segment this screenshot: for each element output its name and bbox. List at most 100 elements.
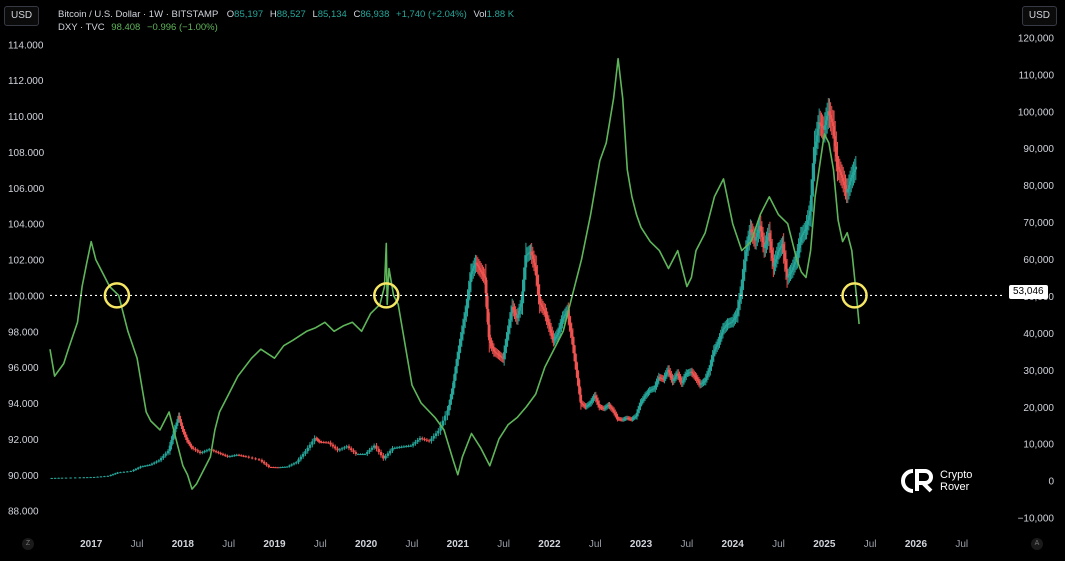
btc-candle-body [250,457,254,459]
btc-candle-body [719,335,722,339]
btc-candle-body [670,375,673,379]
btc-candle-body [806,220,809,225]
btc-candle-body [704,378,707,381]
btc-candle-body [304,451,307,454]
btc-candle-body [604,406,608,408]
x-axis-tick: 2024 [722,539,745,550]
dxy-line[interactable] [49,57,860,490]
left-axis-tick: 104.000 [8,220,45,231]
btc-candle-body [178,416,181,420]
btc-candle-body [247,456,250,458]
btc-candle-body [833,136,837,147]
btc-candle-body [530,251,533,256]
btc-candle-body [730,321,734,323]
btc-candle-body [701,382,704,384]
btc-candle-body [517,310,521,315]
btc-candle-body [366,451,369,455]
auto-scale-icon[interactable]: A [1031,538,1043,550]
left-axis-tick: 108.000 [8,148,45,159]
btc-candle-body [639,403,642,407]
btc-candle-body [132,469,135,472]
btc-candle-body [497,354,500,356]
btc-candle-body [441,420,445,426]
left-axis-tick: 90.000 [8,471,39,482]
btc-candle-body [111,474,115,476]
btc-candle-body [472,268,475,272]
btc-candle-body [770,249,774,259]
btc-candle-body [453,373,457,381]
btc-candle-body [153,462,156,464]
btc-candle-body [718,338,721,343]
btc-candle-body [352,450,355,453]
btc-candle-body [262,461,266,464]
currency-badge-left[interactable]: USD [4,6,40,26]
btc-candle-body [139,466,142,468]
btc-candle-body [475,262,478,265]
btc-candle-body [183,431,186,435]
btc-candle-body [476,264,480,267]
dxy-legend-row[interactable]: DXY · TVC 98.408 −0.996 (−1.00%) [58,21,514,34]
btc-candle-body [754,236,758,241]
btc-candle-body [175,422,179,426]
btc-candle-body [507,326,510,333]
btc-candle-body [644,394,648,396]
x-axis-tick: Jul [131,539,144,550]
btc-candle-body [585,405,588,407]
btc-candle-body [485,293,489,309]
timezone-icon[interactable]: Z [22,538,34,550]
btc-candle-body [528,252,531,254]
btc-candle-body [395,447,399,449]
btc-candle-body [852,172,855,175]
right-axis-tick: 110,000 [1019,70,1055,81]
open-value: 85,197 [234,9,264,20]
btc-candle-body [345,446,348,448]
btc-candle-body [119,472,122,474]
btc-candle-body [837,166,840,170]
btc-candle-body [725,325,728,327]
btc-candle-body [466,298,469,308]
btc-candle-body [797,247,800,254]
currency-badge-right[interactable]: USD [1021,6,1057,26]
btc-candle-body [398,447,401,449]
btc-candle-body [766,236,769,241]
btc-candle-body [187,441,191,444]
btc-candle-body [784,260,788,270]
btc-candle-body [779,247,782,250]
btc-candle-body [162,455,165,459]
btc-candle-body [717,342,720,345]
btc-candle-body [839,172,843,175]
right-axis-tick: 90,000 [1023,144,1054,155]
btc-candle-body [488,324,491,341]
btc-candle-body [356,454,360,456]
btc-candle-body [785,269,789,278]
btc-candle-body [64,477,68,479]
btc-legend-row[interactable]: Bitcoin / U.S. Dollar · 1W · BITSTAMP O8… [58,8,514,21]
btc-candle-body [136,467,140,469]
btc-candle-body [648,390,651,392]
btc-candle-body [460,332,463,340]
btc-candle-body [116,472,119,474]
btc-candle-body [816,128,820,136]
btc-candle-body [756,233,759,237]
right-axis-tick: 0 [1048,477,1054,488]
btc-candle-body [801,233,805,236]
btc-candle-body [260,459,264,462]
btc-candle-body [386,453,390,456]
symbol-label: Bitcoin / U.S. Dollar · 1W · BITSTAMP [58,9,219,20]
btc-candle-body [470,271,474,274]
btc-candle-body [361,454,364,456]
btc-candle-body [57,477,60,479]
btc-candle-body [809,195,813,212]
btc-candle-body [734,316,737,319]
left-axis-tick: 92.000 [8,435,39,446]
btc-candle-body [409,445,413,447]
btc-candle-body [800,235,804,237]
btc-candle-body [541,307,545,309]
btc-candle-body [233,455,236,457]
btc-candle-body [449,399,452,405]
btc-candle-body [493,351,497,353]
btc-candle-body [504,345,507,353]
btc-candle-body [317,440,320,442]
x-axis-tick: Jul [772,539,785,550]
